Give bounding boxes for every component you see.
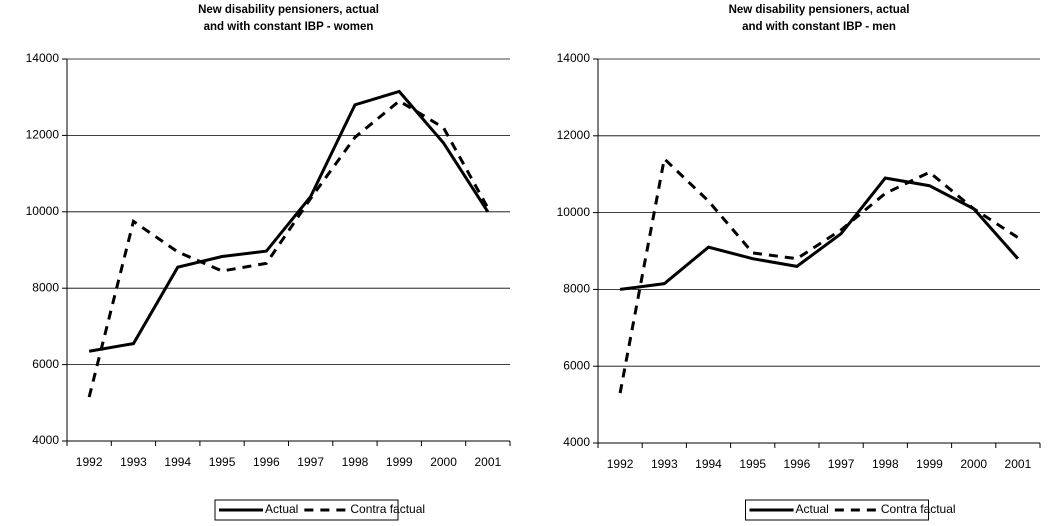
- x-tick-label: 1998: [342, 455, 369, 469]
- x-tick-label: 1994: [164, 455, 191, 469]
- legend-label: Actual: [796, 502, 829, 516]
- x-tick-label: 2000: [960, 457, 987, 471]
- x-tick-label: 2001: [474, 455, 501, 469]
- x-tick-label: 1996: [253, 455, 280, 469]
- series-line: [88, 89, 490, 353]
- legend-label: Actual: [265, 502, 298, 516]
- y-tick-label: 12000: [26, 128, 60, 142]
- x-tick-label: 1999: [916, 457, 943, 471]
- y-tick-label: 4000: [563, 435, 590, 449]
- y-tick-label: 6000: [563, 358, 590, 372]
- chart-title: and with constant IBP - women: [204, 21, 374, 33]
- series-line: [618, 155, 1019, 394]
- x-tick-label: 1994: [695, 457, 722, 471]
- y-tick-label: 10000: [557, 205, 591, 219]
- y-tick-label: 6000: [32, 357, 59, 371]
- x-tick-label: 1996: [784, 457, 811, 471]
- y-tick-label: 8000: [563, 282, 590, 296]
- legend-label: Contra factual: [350, 502, 425, 516]
- series-line: [619, 176, 1020, 291]
- x-tick-label: 2000: [430, 455, 457, 469]
- y-tick-label: 8000: [32, 280, 59, 294]
- y-tick-label: 14000: [557, 51, 591, 65]
- x-tick-label: 1998: [872, 457, 899, 471]
- x-tick-label: 1995: [739, 457, 766, 471]
- x-tick-label: 1997: [828, 457, 855, 471]
- y-tick-label: 4000: [32, 433, 59, 447]
- chart-title: New disability pensioners, actual: [729, 4, 910, 16]
- x-tick-label: 1992: [607, 457, 634, 471]
- legend-label: Contra factual: [881, 502, 956, 516]
- x-tick-label: 1993: [651, 457, 678, 471]
- x-tick-label: 1993: [120, 455, 147, 469]
- y-tick-label: 14000: [26, 51, 60, 65]
- chart-title: New disability pensioners, actual: [198, 4, 379, 16]
- y-tick-label: 12000: [557, 128, 591, 142]
- x-tick-label: 1995: [209, 455, 236, 469]
- x-tick-label: 1992: [76, 455, 103, 469]
- y-tick-label: 10000: [26, 204, 60, 218]
- x-tick-label: 1999: [386, 455, 413, 469]
- chart-title: and with constant IBP - men: [742, 21, 896, 33]
- x-tick-label: 2001: [1005, 457, 1032, 471]
- series-line: [87, 99, 490, 398]
- x-tick-label: 1997: [297, 455, 324, 469]
